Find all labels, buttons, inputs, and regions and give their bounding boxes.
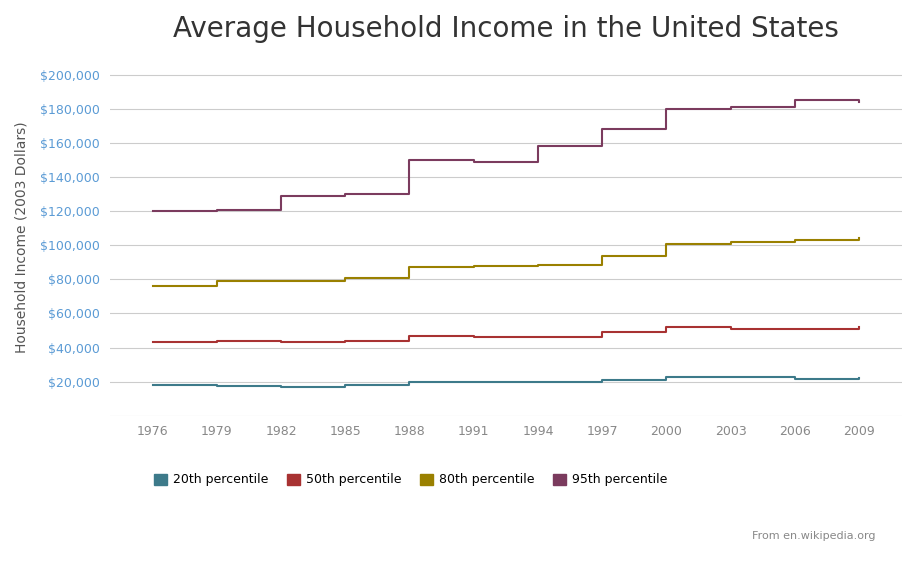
Text: From en.wikipedia.org: From en.wikipedia.org — [752, 531, 876, 541]
Y-axis label: Household Income (2003 Dollars): Household Income (2003 Dollars) — [15, 121, 29, 352]
Title: Average Household Income in the United States: Average Household Income in the United S… — [173, 15, 839, 43]
Legend: 20th percentile, 50th percentile, 80th percentile, 95th percentile: 20th percentile, 50th percentile, 80th p… — [149, 468, 672, 491]
